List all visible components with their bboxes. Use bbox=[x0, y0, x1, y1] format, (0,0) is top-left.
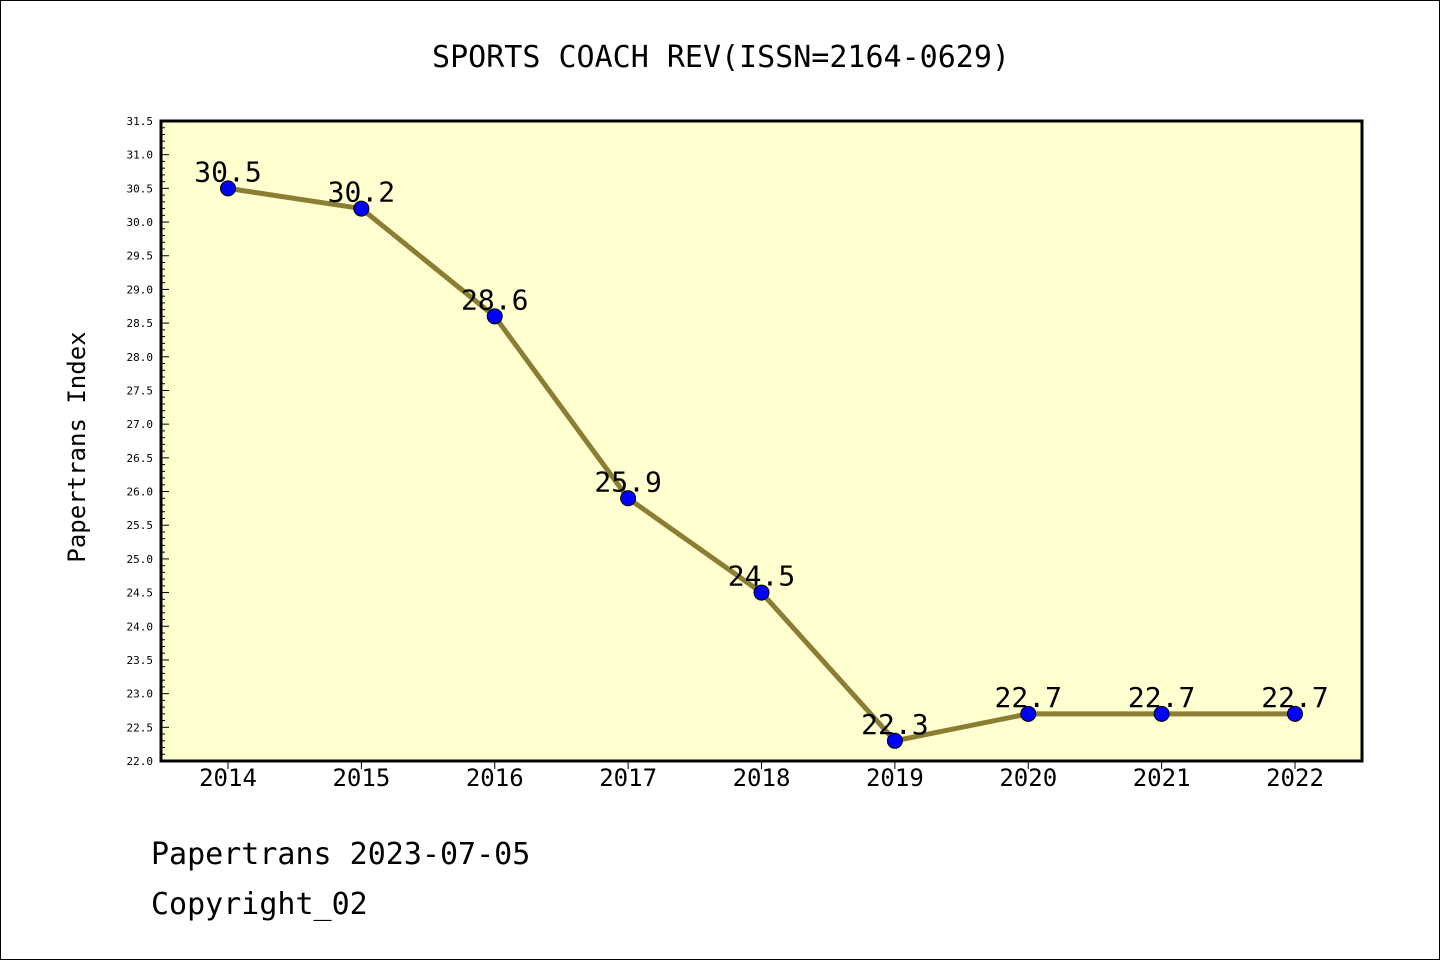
y-tick-label: 29.5 bbox=[127, 250, 154, 263]
y-tick-label: 22.0 bbox=[127, 755, 154, 768]
data-point bbox=[886, 732, 903, 749]
y-tick-label: 30.5 bbox=[127, 182, 154, 195]
data-label: 22.7 bbox=[995, 681, 1062, 714]
data-label: 28.6 bbox=[461, 283, 528, 316]
x-tick-label: 2020 bbox=[999, 764, 1057, 792]
y-tick-label: 27.0 bbox=[127, 418, 154, 431]
data-point bbox=[1020, 705, 1037, 722]
y-tick-label: 25.0 bbox=[127, 553, 154, 566]
y-axis: 22.0 22.5 23.0 23.5 24.0 24.5 25.0 25.5 26.0 26.5… bbox=[127, 115, 169, 768]
x-tick-label: 2016 bbox=[466, 764, 524, 792]
data-label: 22.7 bbox=[1261, 681, 1328, 714]
data-point bbox=[486, 308, 503, 325]
chart-title: SPORTS COACH REV(ISSN=2164-0629) bbox=[432, 40, 1010, 75]
x-tick-label: 2022 bbox=[1266, 764, 1324, 792]
data-point bbox=[1153, 705, 1170, 722]
plot-border bbox=[159, 119, 1364, 763]
y-tick-label: 22.5 bbox=[127, 721, 154, 734]
series-layer bbox=[220, 180, 1303, 749]
footer-copyright: Copyright_02 bbox=[151, 887, 368, 922]
x-axis: 2014 2015 2016 2017 2018 2019 2020 2021 2022 bbox=[199, 761, 1324, 792]
y-tick-label: 24.0 bbox=[127, 620, 154, 633]
y-tick-label: 25.5 bbox=[127, 519, 154, 532]
y-tick-label: 28.0 bbox=[127, 351, 154, 364]
data-point bbox=[220, 180, 236, 197]
x-tick-label: 2015 bbox=[332, 764, 390, 792]
data-label: 22.3 bbox=[861, 708, 928, 741]
y-tick-label: 23.5 bbox=[127, 654, 154, 667]
data-label-layer: 30.5 30.2 28.6 25.9 24.5 22.3 22.7 22.7 22.7 bbox=[194, 155, 1328, 740]
data-point bbox=[1287, 705, 1303, 722]
x-tick-label: 2021 bbox=[1133, 764, 1191, 792]
x-tick-label: 2019 bbox=[866, 764, 924, 792]
data-label: 24.5 bbox=[728, 560, 795, 593]
y-tick-label: 30.0 bbox=[127, 216, 154, 229]
y-tick-label: 31.0 bbox=[127, 149, 154, 162]
y-tick-label: 26.0 bbox=[127, 486, 154, 499]
y-tick-label: 24.5 bbox=[127, 587, 154, 600]
x-tick-label: 2017 bbox=[599, 764, 657, 792]
footer-date: Papertrans 2023-07-05 bbox=[151, 837, 531, 872]
x-tick-label: 2018 bbox=[733, 764, 791, 792]
data-point bbox=[620, 490, 637, 507]
data-point bbox=[753, 584, 770, 601]
data-point bbox=[353, 200, 370, 217]
data-label: 30.5 bbox=[194, 155, 261, 188]
x-tick-label: 2014 bbox=[199, 764, 257, 792]
y-axis-label: Papertrans Index bbox=[63, 331, 91, 562]
data-label: 22.7 bbox=[1128, 681, 1195, 714]
y-tick-label: 31.5 bbox=[127, 115, 154, 128]
plot-area bbox=[161, 121, 1362, 761]
y-tick-label: 26.5 bbox=[127, 452, 154, 465]
y-tick-label: 29.0 bbox=[127, 283, 154, 296]
y-tick-label: 27.5 bbox=[127, 384, 154, 397]
data-label: 30.2 bbox=[328, 176, 395, 209]
y-tick-label: 28.5 bbox=[127, 317, 154, 330]
y-tick-label: 23.0 bbox=[127, 688, 154, 701]
data-label: 25.9 bbox=[594, 465, 661, 498]
